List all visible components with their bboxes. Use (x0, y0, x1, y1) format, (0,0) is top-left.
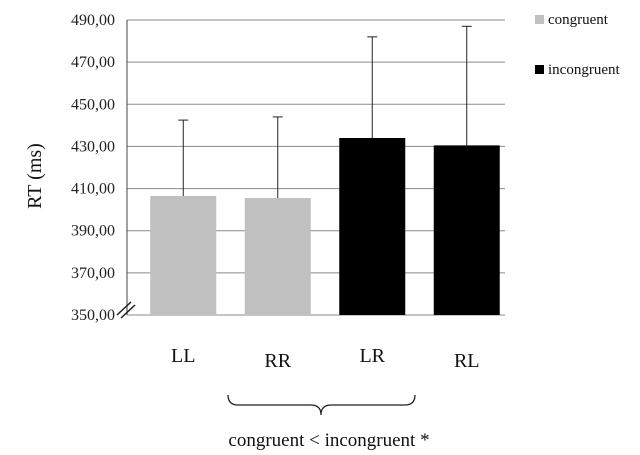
y-tick-label: 430,00 (71, 138, 115, 155)
legend-label-incongruent: incongruent (548, 62, 620, 78)
bars (150, 138, 500, 315)
legend-swatch-congruent (535, 15, 544, 24)
category-labels: LL RR LR RL (171, 345, 480, 372)
error-bar-rl (461, 25, 472, 146)
axis-break-marker (116, 301, 136, 319)
y-tick-label: 470,00 (71, 54, 115, 71)
legend-swatch-incongruent (535, 65, 544, 74)
y-tick-label: 490,00 (71, 12, 115, 29)
error-bar-lr (367, 36, 378, 138)
category-label: LR (359, 345, 385, 367)
y-tick-labels: 350,00 370,00 390,00 410,00 430,00 450,00 470,… (71, 12, 115, 324)
category-label: RR (264, 350, 291, 372)
y-tick-label: 450,00 (71, 96, 115, 113)
bar-rl (433, 145, 500, 315)
error-bar-rr (272, 116, 283, 199)
comparison-annotation: congruent < incongruent * (228, 430, 429, 451)
bar-lr (339, 138, 406, 315)
bar-rr (244, 198, 311, 315)
legend: congruent incongruent (535, 12, 620, 78)
y-tick-label: 410,00 (71, 181, 115, 198)
y-tick-label: 390,00 (71, 223, 115, 240)
y-axis-label: RT (ms) (24, 143, 46, 209)
comparison-brace (227, 394, 416, 416)
category-label: LL (171, 345, 195, 367)
error-bars (178, 25, 472, 199)
error-bar-ll (178, 119, 189, 196)
legend-label-congruent: congruent (548, 12, 609, 28)
y-tick-label: 350,00 (71, 307, 115, 324)
bar-ll (150, 195, 217, 315)
category-label: RL (454, 350, 480, 372)
y-tick-label: 370,00 (71, 265, 115, 282)
